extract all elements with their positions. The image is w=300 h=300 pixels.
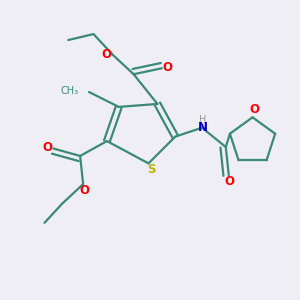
Text: H: H: [199, 115, 206, 125]
Text: O: O: [43, 141, 52, 154]
Text: O: O: [162, 61, 172, 74]
Text: O: O: [224, 175, 234, 188]
Text: N: N: [198, 121, 208, 134]
Text: O: O: [101, 48, 111, 61]
Text: O: O: [80, 184, 90, 197]
Text: CH₃: CH₃: [61, 85, 79, 96]
Text: O: O: [249, 103, 259, 116]
Text: S: S: [147, 164, 155, 176]
